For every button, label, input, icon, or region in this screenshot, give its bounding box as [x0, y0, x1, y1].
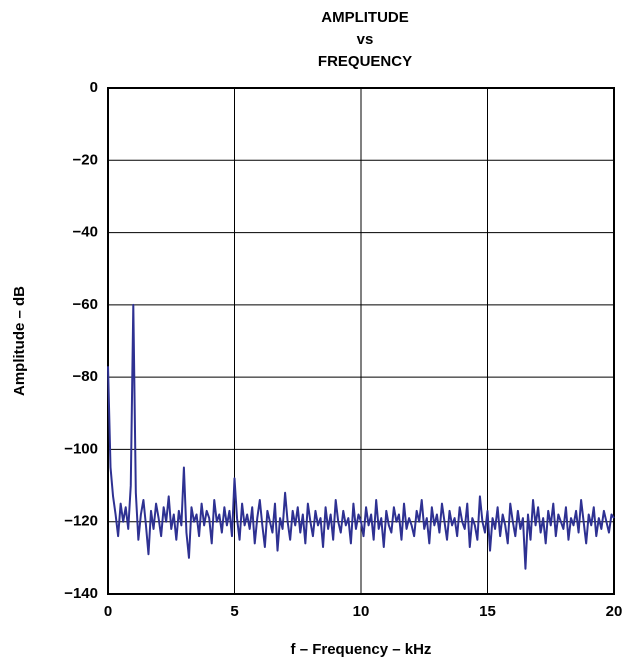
- chart-title: vs: [357, 31, 374, 48]
- y-axis-label: Amplitude – dB: [11, 286, 28, 396]
- y-tick-label: −120: [64, 513, 98, 530]
- x-tick-label: 10: [353, 603, 370, 620]
- y-tick-label: −80: [73, 368, 98, 385]
- x-tick-label: 20: [606, 603, 623, 620]
- plot-frame: [107, 87, 615, 595]
- x-tick-label: 15: [479, 603, 496, 620]
- y-tick-label: −40: [73, 224, 98, 241]
- chart-title: FREQUENCY: [318, 53, 412, 70]
- chart-title: AMPLITUDE: [321, 9, 409, 26]
- x-tick-label: 5: [230, 603, 238, 620]
- y-tick-label: −100: [64, 440, 98, 457]
- y-tick-label: −140: [64, 585, 98, 602]
- x-axis-label: f – Frequency – kHz: [291, 641, 432, 658]
- y-tick-label: 0: [90, 79, 98, 96]
- series-line: [107, 303, 615, 570]
- y-tick-label: −60: [73, 296, 98, 313]
- y-tick-label: −20: [73, 151, 98, 168]
- x-tick-label: 0: [104, 603, 112, 620]
